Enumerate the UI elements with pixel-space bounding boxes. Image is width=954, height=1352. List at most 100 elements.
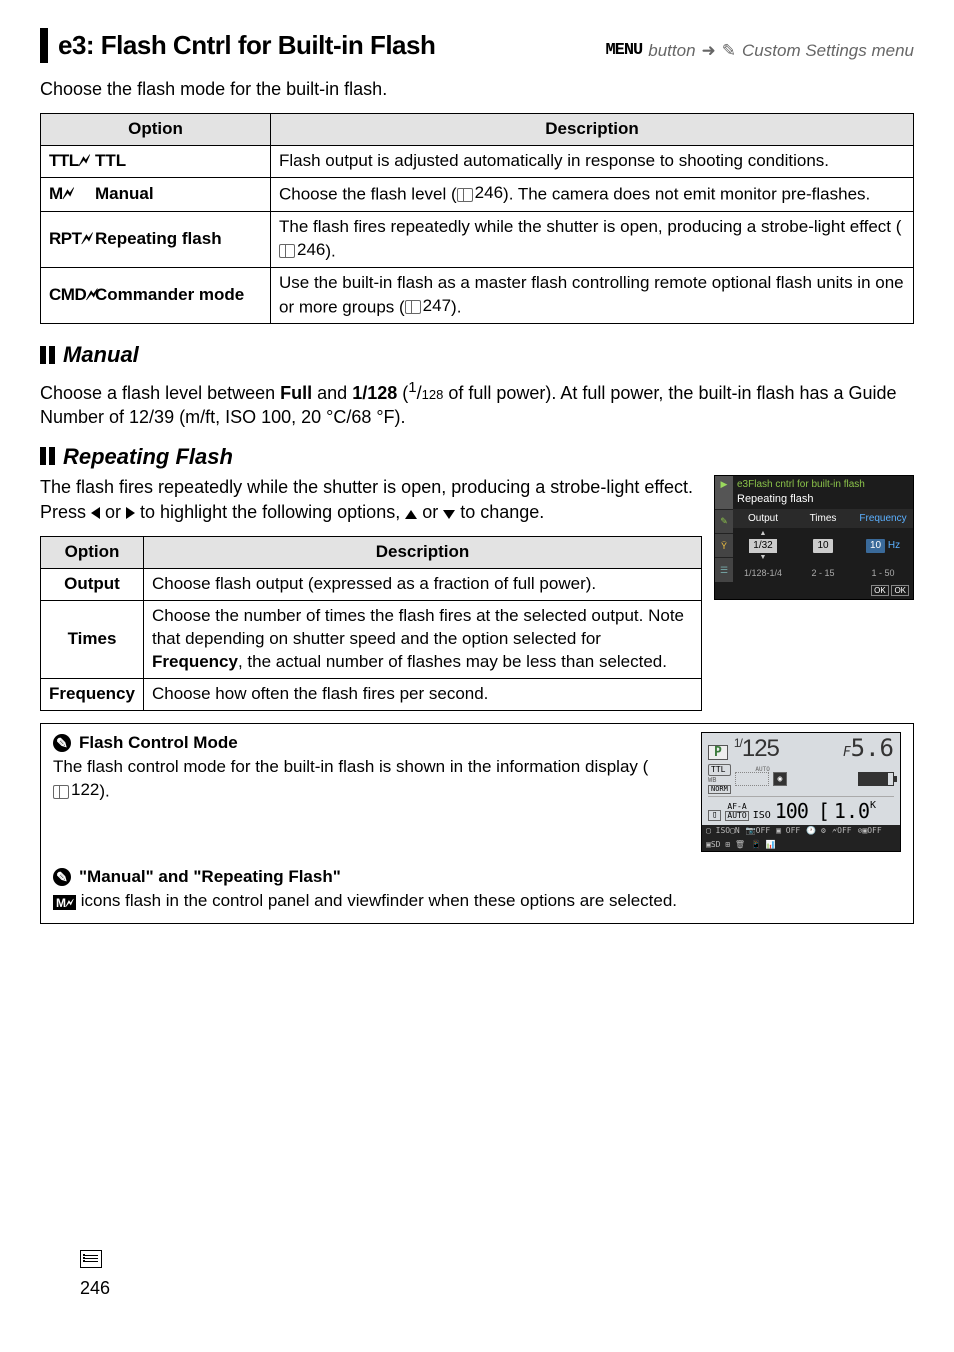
note-icon: ✎ [53, 734, 71, 752]
lcd-range: 2 - 15 [793, 564, 853, 582]
count-value: 1.0K [834, 801, 876, 821]
iso-label: ISO [753, 811, 771, 821]
down-icon [443, 510, 455, 519]
mode-label: TTL [95, 151, 126, 170]
page-number: 246 [80, 1276, 110, 1300]
note1-title: Flash Control Mode [79, 732, 238, 755]
bracket-icon [735, 772, 769, 786]
intro-text: Choose the flash mode for the built-in f… [40, 77, 914, 101]
mode-glyph: RPT🗲 [49, 228, 95, 251]
section-title: Repeating Flash [63, 442, 233, 472]
row-label: Output [41, 568, 144, 600]
book-icon [53, 785, 69, 797]
up-icon [405, 510, 417, 519]
page-footer: 246 [80, 1250, 874, 1300]
lcd-title: e3Flash cntrl for built-in flash [737, 478, 909, 492]
mode-glyph: CMD🗲 [49, 284, 95, 307]
lcd-side-tab: ▶ [715, 476, 733, 508]
page-title: e3: Flash Cntrl for Built-in Flash [58, 28, 435, 63]
note1-body: The flash control mode for the built-in … [53, 756, 689, 803]
book-icon [405, 300, 421, 312]
sd-icon: ▯ [708, 810, 721, 821]
note1-head: ✎ Flash Control Mode [53, 732, 689, 755]
shutter-value: 1/125 [734, 737, 779, 761]
mode-glyph: M🗲 [49, 183, 95, 206]
section-manual-head: Manual [40, 340, 914, 370]
book-icon [279, 244, 295, 256]
table-row: CMD🗲Commander mode Use the built-in flas… [41, 268, 914, 324]
row-desc: Choose how often the flash fires per sec… [143, 678, 701, 710]
mode-label: Manual [95, 184, 154, 203]
section-title: Manual [63, 340, 139, 370]
lcd-screenshot: ▶ e3Flash cntrl for built-in flash Repea… [714, 475, 914, 600]
page-ref: 122 [53, 779, 99, 802]
section-repeating-head: Repeating Flash [40, 442, 914, 472]
mode-desc: Flash output is adjusted automatically i… [271, 146, 914, 178]
col-option: Option [41, 114, 271, 146]
double-bar-icon [40, 447, 55, 465]
notes-box: ✎ Flash Control Mode The flash control m… [40, 723, 914, 925]
ttl-icon: TTL [708, 764, 731, 776]
repeating-paragraph: The flash fires repeatedly while the shu… [40, 475, 702, 524]
lcd-ok: OK OK [715, 582, 913, 600]
page-ref: 246 [279, 239, 325, 262]
double-bar-icon [40, 346, 55, 364]
page-header: e3: Flash Cntrl for Built-in Flash MENU … [40, 28, 914, 63]
aperture-value: F5.6 [843, 736, 894, 760]
repeating-options-table: Option Description Output Choose flash o… [40, 536, 702, 711]
row-label: Times [41, 600, 144, 678]
mode-badge: P [708, 745, 728, 760]
flash-glyph-icon: M🗲 [53, 895, 76, 910]
mode-desc: The flash fires repeatedly while the shu… [271, 211, 914, 267]
row-desc: Choose flash output (expressed as a frac… [143, 568, 701, 600]
right-icon [126, 507, 135, 519]
manual-paragraph: Choose a flash level between Full and 1/… [40, 378, 914, 430]
note2-body: M🗲 icons flash in the control panel and … [53, 890, 901, 913]
menu-name: Custom Settings menu [742, 40, 914, 63]
iso-value: 100 [775, 801, 808, 821]
info-bottom-strip: ▢ ISO▢N📷OFF▣ OFF🕐 ⚙ 🗲OFF⊘▣OFF▣SD ⊞ 🗑📱 📊 [702, 825, 900, 851]
lcd-col: Output [733, 509, 793, 529]
note2-title: "Manual" and "Repeating Flash" [79, 866, 341, 889]
norm-label: NORM [708, 785, 731, 794]
lcd-val: 10 [813, 539, 832, 553]
af-mode: AF-A AUTO [725, 803, 748, 821]
mode-desc: Use the built-in flash as a master flash… [271, 268, 914, 324]
note-icon: ✎ [53, 868, 71, 886]
table-row: Output Choose flash output (expressed as… [41, 568, 702, 600]
mode-label: Repeating flash [95, 229, 222, 248]
arrow-icon: ➜ [702, 40, 716, 63]
lcd-range: 1 - 50 [853, 564, 913, 582]
info-display-screenshot: P 1/125 F5.6 TTL WB NORM ◉ [701, 732, 901, 852]
mode-desc: Choose the flash level ( 246). The camer… [271, 178, 914, 211]
row-desc: Choose the number of times the flash fir… [143, 600, 701, 678]
lcd-range: 1/128-1/4 [733, 564, 793, 582]
page-ref: 247 [405, 295, 451, 318]
row-label: Frequency [41, 678, 144, 710]
col-description: Description [143, 536, 701, 568]
table-row: M🗲Manual Choose the flash level ( 246). … [41, 178, 914, 211]
wb-label: WB [708, 777, 731, 784]
mode-label: Commander mode [95, 285, 244, 304]
page-ref: 246 [457, 182, 503, 205]
battery-icon [858, 772, 894, 786]
book-icon [457, 188, 473, 200]
lcd-val: 1/32 [749, 539, 776, 553]
mode-glyph: TTL🗲 [49, 150, 95, 173]
pencil-icon: ✎ [722, 40, 736, 63]
table-row: TTL🗲TTL Flash output is adjusted automat… [41, 146, 914, 178]
menu-button-label: MENU [605, 40, 642, 63]
lcd-side-icons: ✎ Ÿ ☰ [715, 509, 733, 582]
lcd-col: Times [793, 509, 853, 529]
button-suffix: button [648, 40, 695, 63]
header-breadcrumb: MENU button ➜ ✎ Custom Settings menu [605, 40, 914, 63]
menu-list-icon [80, 1250, 102, 1268]
lcd-col: Frequency [853, 509, 913, 529]
repeating-two-col: The flash fires repeatedly while the shu… [40, 475, 914, 710]
flash-mode-table: Option Description TTL🗲TTL Flash output … [40, 113, 914, 324]
table-row: Times Choose the number of times the fla… [41, 600, 702, 678]
table-row: RPT🗲Repeating flash The flash fires repe… [41, 211, 914, 267]
bracket-open: [ [818, 801, 830, 821]
table-row: Frequency Choose how often the flash fir… [41, 678, 702, 710]
left-icon [91, 507, 100, 519]
